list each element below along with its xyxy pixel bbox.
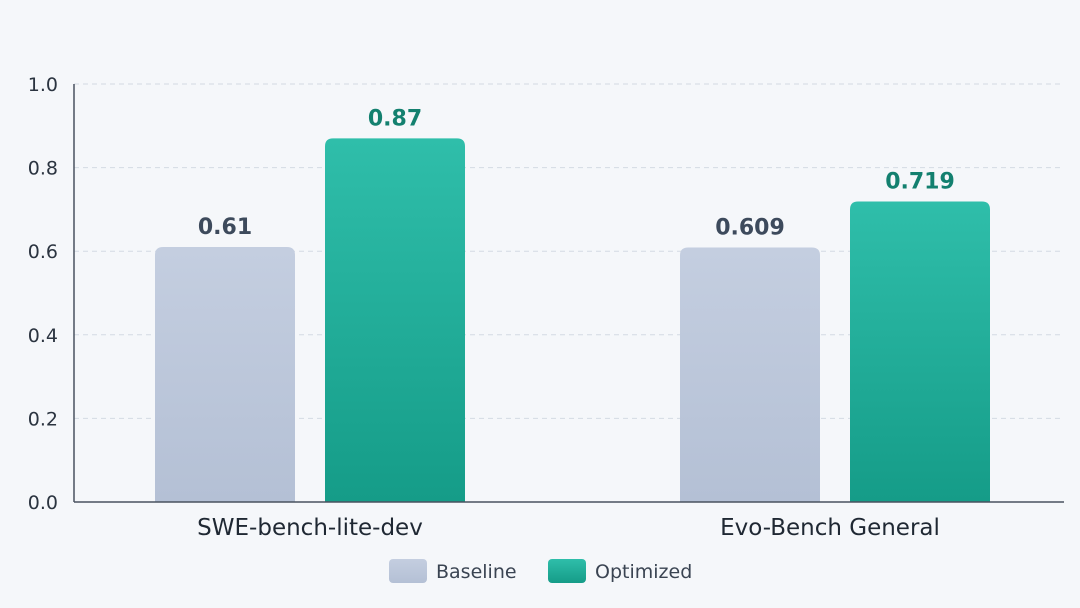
x-category-label: Evo-Bench General	[720, 515, 940, 541]
labels: 0.61 0.87 SWE-bench-lite-dev 0.609 0.719 Evo-…	[197, 106, 955, 541]
bars	[155, 138, 990, 502]
axes: 0.0 0.2 0.4 0.6 0.8 1.0	[28, 74, 1064, 514]
data-label: 0.609	[715, 215, 785, 240]
x-category-label: SWE-bench-lite-dev	[197, 515, 423, 541]
legend-swatch-optimized	[548, 559, 586, 583]
y-tick-label: 0.0	[28, 492, 58, 514]
data-label: 0.87	[368, 106, 422, 131]
y-tick-label: 0.4	[28, 325, 58, 347]
data-label: 0.719	[885, 169, 955, 194]
bar-baseline-2	[680, 247, 820, 502]
bar-optimized-2	[850, 201, 990, 502]
bar-baseline-1	[155, 247, 295, 502]
data-label: 0.61	[198, 215, 252, 240]
legend-label: Baseline	[436, 561, 517, 583]
y-tick-label: 1.0	[28, 74, 58, 96]
bar-optimized-1	[325, 138, 465, 502]
legend-swatch-baseline	[389, 559, 427, 583]
y-tick-label: 0.8	[28, 158, 58, 180]
legend-label: Optimized	[595, 561, 692, 583]
y-tick-label: 0.2	[28, 408, 58, 430]
legend: Baseline Optimized	[389, 559, 692, 583]
y-tick-label: 0.6	[28, 241, 58, 263]
